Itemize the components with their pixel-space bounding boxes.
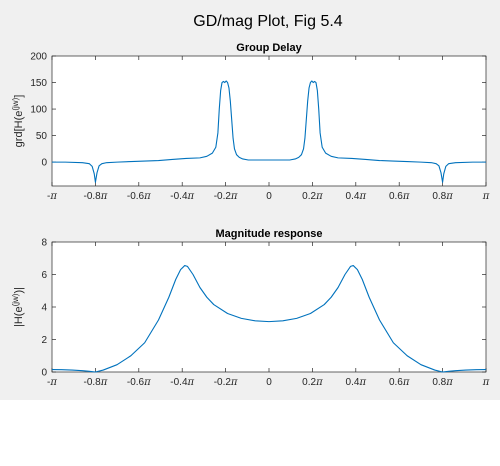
x-tick-coef: 0.2 <box>302 377 316 388</box>
y-tick-label: 4 <box>41 303 47 314</box>
x-tick-coef: -0.6 <box>127 191 145 202</box>
figure-title: GD/mag Plot, Fig 5.4 <box>193 13 342 30</box>
y-tick-label: 0 <box>41 158 47 169</box>
x-tick-pi: π <box>100 377 108 388</box>
x-tick-label: -π <box>47 191 57 202</box>
x-tick-coef: -0.4 <box>170 377 188 388</box>
x-tick-pi: π <box>230 377 238 388</box>
y-tick-label: 50 <box>36 131 48 142</box>
x-tick-label: π <box>482 191 490 202</box>
x-tick-coef: -0.6 <box>127 377 145 388</box>
x-tick-pi: π <box>315 377 323 388</box>
y-tick-label: 150 <box>30 78 47 89</box>
x-tick-label: 0 <box>266 377 272 388</box>
y-label-part: (jw) <box>11 97 20 110</box>
y-label-part: ] <box>13 95 25 98</box>
y-axis-label: |H(e(jw))| <box>11 287 25 327</box>
x-tick-label: 0 <box>266 191 272 202</box>
x-tick-pi: π <box>402 377 410 388</box>
x-tick-pi: π <box>143 377 151 388</box>
x-tick-label: -0.6π <box>127 377 151 388</box>
y-label-part: (jw) <box>11 293 20 306</box>
x-tick-label: 0.8π <box>432 191 453 202</box>
x-tick-label: 0.2π <box>302 377 323 388</box>
x-tick-label: -0.2π <box>214 377 238 388</box>
x-tick-coef: 0.6 <box>389 377 403 388</box>
x-tick-pi: π <box>100 191 108 202</box>
subplot-title: Magnitude response <box>216 228 323 240</box>
x-tick-coef: - <box>47 191 50 202</box>
x-tick-label: -0.4π <box>170 191 194 202</box>
axes-box <box>51 241 487 373</box>
x-tick-coef: 0.6 <box>389 191 403 202</box>
x-tick-label: -0.8π <box>83 191 107 202</box>
x-tick-pi: π <box>187 191 195 202</box>
x-tick-label: -0.4π <box>170 377 194 388</box>
x-tick-pi: π <box>315 191 323 202</box>
x-tick-coef: 0 <box>266 377 272 388</box>
x-tick-label: 0.6π <box>389 377 410 388</box>
x-tick-label: 0.4π <box>346 377 367 388</box>
x-tick-label: -0.8π <box>83 377 107 388</box>
x-tick-pi: π <box>230 191 238 202</box>
x-tick-label: 0.4π <box>346 191 367 202</box>
x-tick-label: 0.8π <box>432 377 453 388</box>
y-tick-label: 0 <box>41 368 47 379</box>
x-tick-coef: 0.2 <box>302 191 316 202</box>
x-tick-coef: -0.2 <box>214 377 232 388</box>
x-tick-coef: - <box>47 377 50 388</box>
x-tick-pi: π <box>482 377 490 388</box>
y-tick-label: 2 <box>41 335 47 346</box>
x-tick-label: -π <box>47 377 57 388</box>
x-tick-pi: π <box>49 191 57 202</box>
y-axis-label: grd[H(e(jw)] <box>11 95 25 148</box>
x-tick-pi: π <box>187 377 195 388</box>
x-tick-label: -0.2π <box>214 191 238 202</box>
x-tick-coef: -0.4 <box>170 191 188 202</box>
x-tick-pi: π <box>49 377 57 388</box>
figure-svg: GD/mag Plot, Fig 5.4 -π -0.8π -0.6π -0.4π -0… <box>11 13 490 388</box>
x-tick-label: -0.6π <box>127 191 151 202</box>
y-tick-label: 100 <box>30 105 47 116</box>
x-tick-label: 0.6π <box>389 191 410 202</box>
y-label-part: )| <box>13 287 25 294</box>
x-tick-coef: 0.4 <box>346 377 360 388</box>
x-tick-coef: -0.2 <box>214 191 232 202</box>
subplot-1: -π -0.8π -0.6π -0.4π -0.2π 0 0.2π 0.4π 0.6π 0.8π π… <box>11 42 490 202</box>
subplot-title: Group Delay <box>236 42 302 54</box>
x-tick-coef: 0.8 <box>432 377 446 388</box>
series-line-1 <box>52 80 486 183</box>
y-label-part: grd[H(e <box>13 111 25 148</box>
x-tick-pi: π <box>445 191 453 202</box>
x-tick-coef: -0.8 <box>83 191 101 202</box>
y-label-part: |H(e <box>13 306 25 327</box>
x-tick-coef: -0.8 <box>83 377 101 388</box>
subplot-2: -π -0.8π -0.6π -0.4π -0.2π 0 0.2π 0.4π 0.6π 0.8π π… <box>11 228 490 388</box>
x-tick-pi: π <box>358 377 366 388</box>
y-tick-label: 8 <box>41 238 47 249</box>
x-tick-pi: π <box>402 191 410 202</box>
y-tick-label: 6 <box>41 270 47 281</box>
series-line-1 <box>51 265 487 373</box>
x-tick-coef: 0.8 <box>432 191 446 202</box>
x-tick-coef: 0 <box>266 191 272 202</box>
x-tick-label: 0.2π <box>302 191 323 202</box>
axes-box <box>51 55 487 187</box>
x-tick-label: π <box>482 377 490 388</box>
x-tick-coef: 0.4 <box>346 191 360 202</box>
figure-window: GD/mag Plot, Fig 5.4 -π -0.8π -0.6π -0.4π -0… <box>0 0 500 400</box>
x-tick-pi: π <box>445 377 453 388</box>
x-tick-pi: π <box>143 191 151 202</box>
x-tick-pi: π <box>358 191 366 202</box>
y-tick-label: 200 <box>30 52 47 63</box>
x-tick-pi: π <box>482 191 490 202</box>
